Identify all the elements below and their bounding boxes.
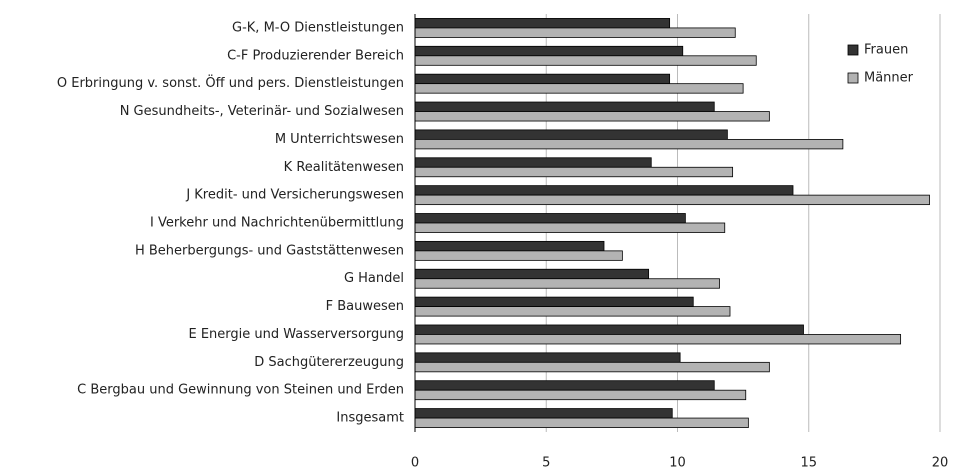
legend-swatch	[847, 72, 859, 84]
bar	[414, 380, 715, 391]
bar	[414, 185, 794, 196]
bar	[414, 129, 728, 140]
bar	[414, 166, 734, 178]
y-tick-label: O Erbringung v. sonst. Öff und pers. Die…	[57, 74, 404, 91]
bar	[414, 240, 605, 252]
y-tick-label: D Sachgütererzeugung	[254, 355, 404, 370]
x-tick-label: 5	[542, 456, 550, 471]
y-tick-label: I Verkehr und Nachrichtenübermittlung	[150, 216, 404, 231]
y-tick-label: K Realitätenwesen	[284, 160, 404, 175]
bar	[414, 417, 749, 428]
bar	[414, 157, 652, 168]
bar	[414, 306, 731, 317]
bar	[414, 334, 902, 345]
bar	[414, 268, 650, 280]
legend-label: Männer	[864, 71, 914, 86]
bar	[414, 278, 720, 289]
bar	[414, 55, 757, 66]
x-tick-label: 20	[932, 456, 949, 471]
y-tick-label: M Unterrichtswesen	[275, 132, 404, 147]
bar	[414, 18, 671, 29]
y-tick-label: E Energie und Wasserversorgung	[188, 327, 404, 342]
bar	[414, 352, 681, 363]
bar	[414, 222, 726, 233]
y-tick-label: G-K, M-O Dienstleistungen	[232, 20, 404, 35]
bar	[414, 101, 715, 112]
bar	[414, 138, 844, 150]
y-tick-label: G Handel	[344, 271, 404, 286]
bar	[414, 73, 671, 85]
bar	[414, 296, 694, 308]
bar	[414, 361, 770, 373]
bar	[414, 111, 770, 122]
y-tick-label: Insgesamt	[336, 411, 404, 426]
bar	[414, 389, 747, 401]
y-tick-label: C Bergbau und Gewinnung von Steinen und …	[77, 383, 404, 398]
y-tick-label: C-F Produzierender Bereich	[227, 48, 404, 63]
y-tick-label: H Beherbergungs- und Gaststättenwesen	[135, 243, 404, 258]
y-tick-label: F Bauwesen	[326, 299, 404, 314]
bar	[414, 324, 804, 335]
bar	[414, 213, 686, 224]
bar	[414, 45, 684, 57]
bar	[414, 250, 623, 261]
bar	[414, 83, 744, 94]
legend-swatch	[847, 44, 859, 56]
x-tick-label: 15	[800, 456, 817, 471]
y-tick-label: N Gesundheits-, Veterinär- und Sozialwes…	[120, 104, 404, 119]
y-tick-label: J Kredit- und Versicherungswesen	[185, 188, 404, 203]
bar	[414, 27, 736, 38]
bar	[414, 408, 673, 419]
legend-label: Frauen	[864, 43, 908, 58]
bar	[414, 194, 930, 206]
x-tick-label: 0	[411, 456, 419, 471]
x-tick-label: 10	[669, 456, 686, 471]
